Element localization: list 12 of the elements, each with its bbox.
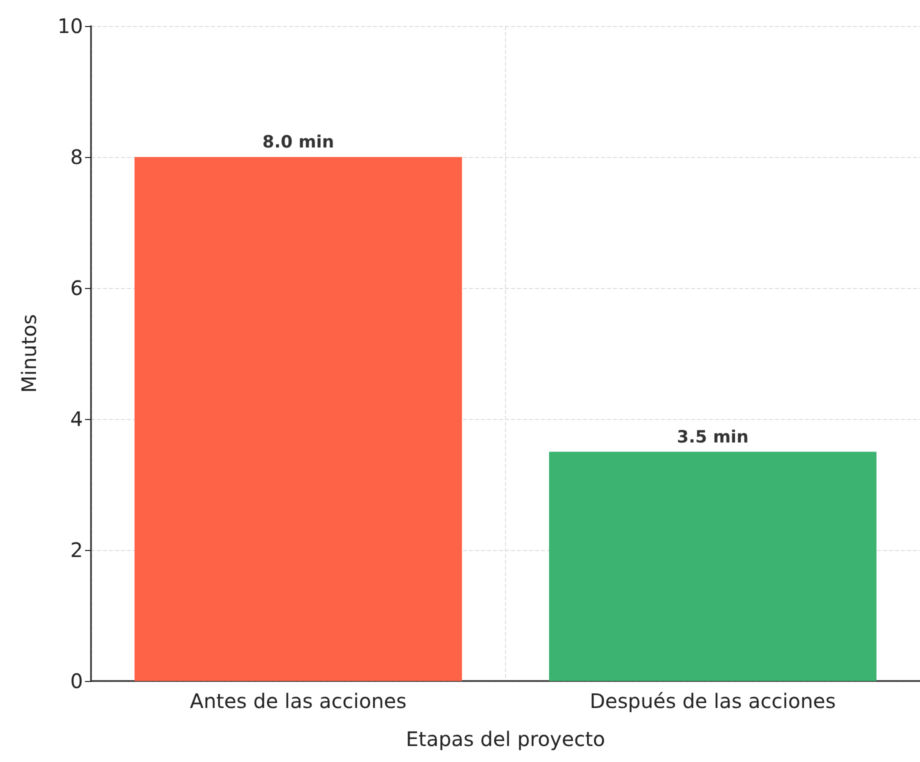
y-tick-label: 8: [70, 145, 83, 169]
data-label: 8.0 min: [262, 132, 334, 152]
x-axis-title: Etapas del proyecto: [406, 727, 606, 751]
data-label: 3.5 min: [676, 427, 749, 448]
y-tick-label: 6: [70, 276, 83, 300]
y-axis-title: Minutos: [17, 314, 41, 393]
y-tick-label: 0: [70, 669, 83, 693]
y-tick-label: 10: [58, 14, 83, 38]
x-tick-label: Antes de las acciones: [190, 689, 407, 713]
x-tick-label: Después de las acciones: [590, 689, 836, 713]
y-tick-label: 4: [70, 407, 83, 431]
y-tick-label: 2: [70, 538, 83, 562]
